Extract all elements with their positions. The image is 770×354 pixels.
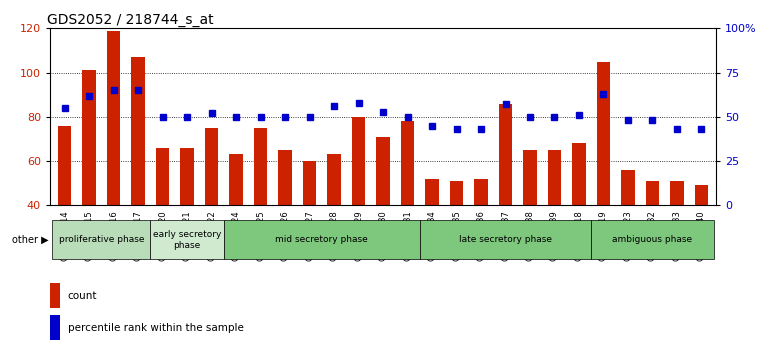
Bar	[132, 57, 145, 205]
Bar	[646, 181, 659, 205]
Bar	[591, 220, 714, 259]
Bar	[401, 121, 414, 205]
Text: count: count	[68, 291, 97, 301]
Bar	[499, 104, 512, 205]
Bar	[303, 161, 316, 205]
Bar	[547, 150, 561, 205]
Text: percentile rank within the sample: percentile rank within the sample	[68, 323, 243, 333]
Text: late secretory phase: late secretory phase	[459, 235, 552, 244]
Bar	[597, 62, 610, 205]
Text: GDS2052 / 218744_s_at: GDS2052 / 218744_s_at	[47, 13, 213, 27]
Bar	[150, 220, 224, 259]
Bar	[254, 128, 267, 205]
Bar	[420, 220, 591, 259]
Bar	[52, 220, 150, 259]
Bar	[377, 137, 390, 205]
Text: early secretory
phase: early secretory phase	[153, 230, 221, 250]
Bar	[621, 170, 634, 205]
Bar	[224, 220, 420, 259]
Text: ambiguous phase: ambiguous phase	[612, 235, 692, 244]
Bar	[450, 181, 464, 205]
Bar	[352, 117, 365, 205]
Bar	[205, 128, 219, 205]
Bar	[524, 150, 537, 205]
Bar	[229, 154, 243, 205]
Bar	[670, 181, 684, 205]
Bar	[156, 148, 169, 205]
Text: mid secretory phase: mid secretory phase	[276, 235, 368, 244]
Text: proliferative phase: proliferative phase	[59, 235, 144, 244]
Bar	[327, 154, 341, 205]
Bar	[279, 150, 292, 205]
Bar	[50, 315, 60, 340]
Bar	[50, 283, 60, 308]
Bar	[474, 179, 487, 205]
Bar	[180, 148, 194, 205]
Bar	[82, 70, 96, 205]
Bar	[425, 179, 439, 205]
Text: other ▶: other ▶	[12, 235, 49, 245]
Bar	[58, 126, 72, 205]
Bar	[572, 143, 586, 205]
Bar	[695, 185, 708, 205]
Bar	[107, 30, 120, 205]
